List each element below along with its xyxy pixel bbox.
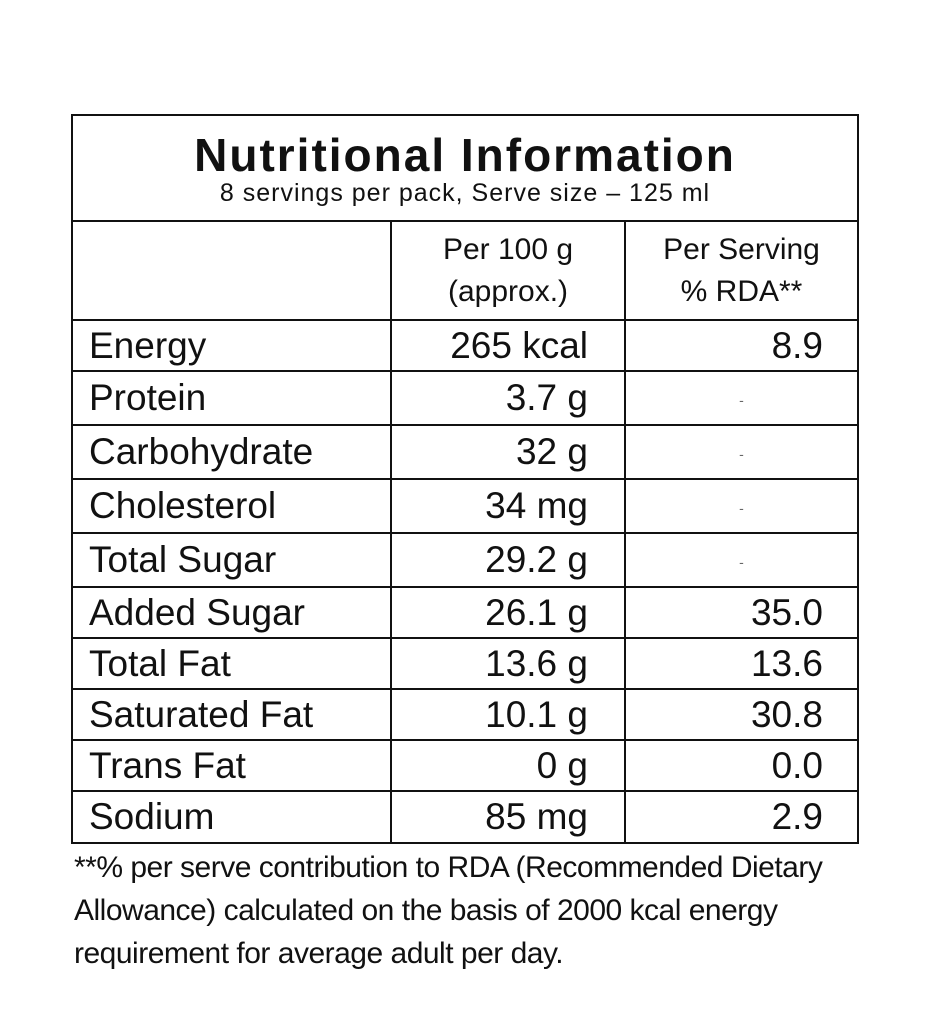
table-row: Total Sugar 29.2 g - [73, 532, 857, 588]
header-nutrient [73, 222, 392, 321]
header-per-100g-line1: Per 100 g [442, 232, 574, 266]
header-per-serving-line1: Per Serving [663, 232, 820, 266]
header-per-100g: Per 100 g (approx.) [390, 222, 626, 321]
table-row: Trans Fat 0 g 0.0 [73, 739, 857, 792]
title-box: Nutritional Information 8 servings per p… [73, 116, 857, 222]
per-100g-value: 29.2 g [390, 532, 626, 588]
nutrient-name: Trans Fat [73, 739, 392, 792]
per-100g-value: 85 mg [390, 790, 626, 842]
rda-value: 13.6 [624, 637, 857, 690]
table-row: Saturated Fat 10.1 g 30.8 [73, 688, 857, 741]
serving-info: 8 servings per pack, Serve size – 125 ml [219, 179, 711, 207]
nutrient-name: Total Fat [73, 637, 392, 690]
rda-value: - [624, 532, 857, 588]
table-row: Energy 265 kcal 8.9 [73, 319, 857, 372]
nutrient-name: Saturated Fat [73, 688, 392, 741]
nutrition-panel: Nutritional Information 8 servings per p… [71, 114, 859, 844]
nutrient-name: Cholesterol [73, 478, 392, 534]
table-row: Carbohydrate 32 g - [73, 424, 857, 480]
panel-title: Nutritional Information [194, 129, 736, 181]
nutrient-name: Added Sugar [73, 586, 392, 639]
nutrient-name: Energy [73, 319, 392, 372]
rda-value: 8.9 [624, 319, 857, 372]
rda-value: 0.0 [624, 739, 857, 792]
table-row: Sodium 85 mg 2.9 [73, 790, 857, 842]
rda-value: - [624, 370, 857, 426]
nutrient-name: Total Sugar [73, 532, 392, 588]
header-row: Per 100 g (approx.) Per Serving % RDA** [73, 222, 857, 321]
header-per-100g-line2: (approx.) [447, 274, 569, 308]
table-row: Total Fat 13.6 g 13.6 [73, 637, 857, 690]
table-row: Added Sugar 26.1 g 35.0 [73, 586, 857, 639]
per-100g-value: 32 g [390, 424, 626, 480]
per-100g-value: 26.1 g [390, 586, 626, 639]
per-100g-value: 10.1 g [390, 688, 626, 741]
header-per-serving-line2: % RDA** [680, 274, 803, 308]
table-row: Cholesterol 34 mg - [73, 478, 857, 534]
table-row: Protein 3.7 g - [73, 370, 857, 426]
per-100g-value: 0 g [390, 739, 626, 792]
per-100g-value: 13.6 g [390, 637, 626, 690]
header-per-serving: Per Serving % RDA** [624, 222, 857, 321]
rda-footnote: **% per serve contribution to RDA (Recom… [74, 851, 823, 970]
rda-value: 30.8 [624, 688, 857, 741]
rda-value: 2.9 [624, 790, 857, 842]
nutrient-name: Sodium [73, 790, 392, 842]
nutrient-name: Protein [73, 370, 392, 426]
nutrition-table: Per 100 g (approx.) Per Serving % RDA** … [73, 222, 857, 842]
rda-value: - [624, 424, 857, 480]
nutrient-name: Carbohydrate [73, 424, 392, 480]
rda-value: 35.0 [624, 586, 857, 639]
per-100g-value: 265 kcal [390, 319, 626, 372]
per-100g-value: 34 mg [390, 478, 626, 534]
rda-value: - [624, 478, 857, 534]
per-100g-value: 3.7 g [390, 370, 626, 426]
